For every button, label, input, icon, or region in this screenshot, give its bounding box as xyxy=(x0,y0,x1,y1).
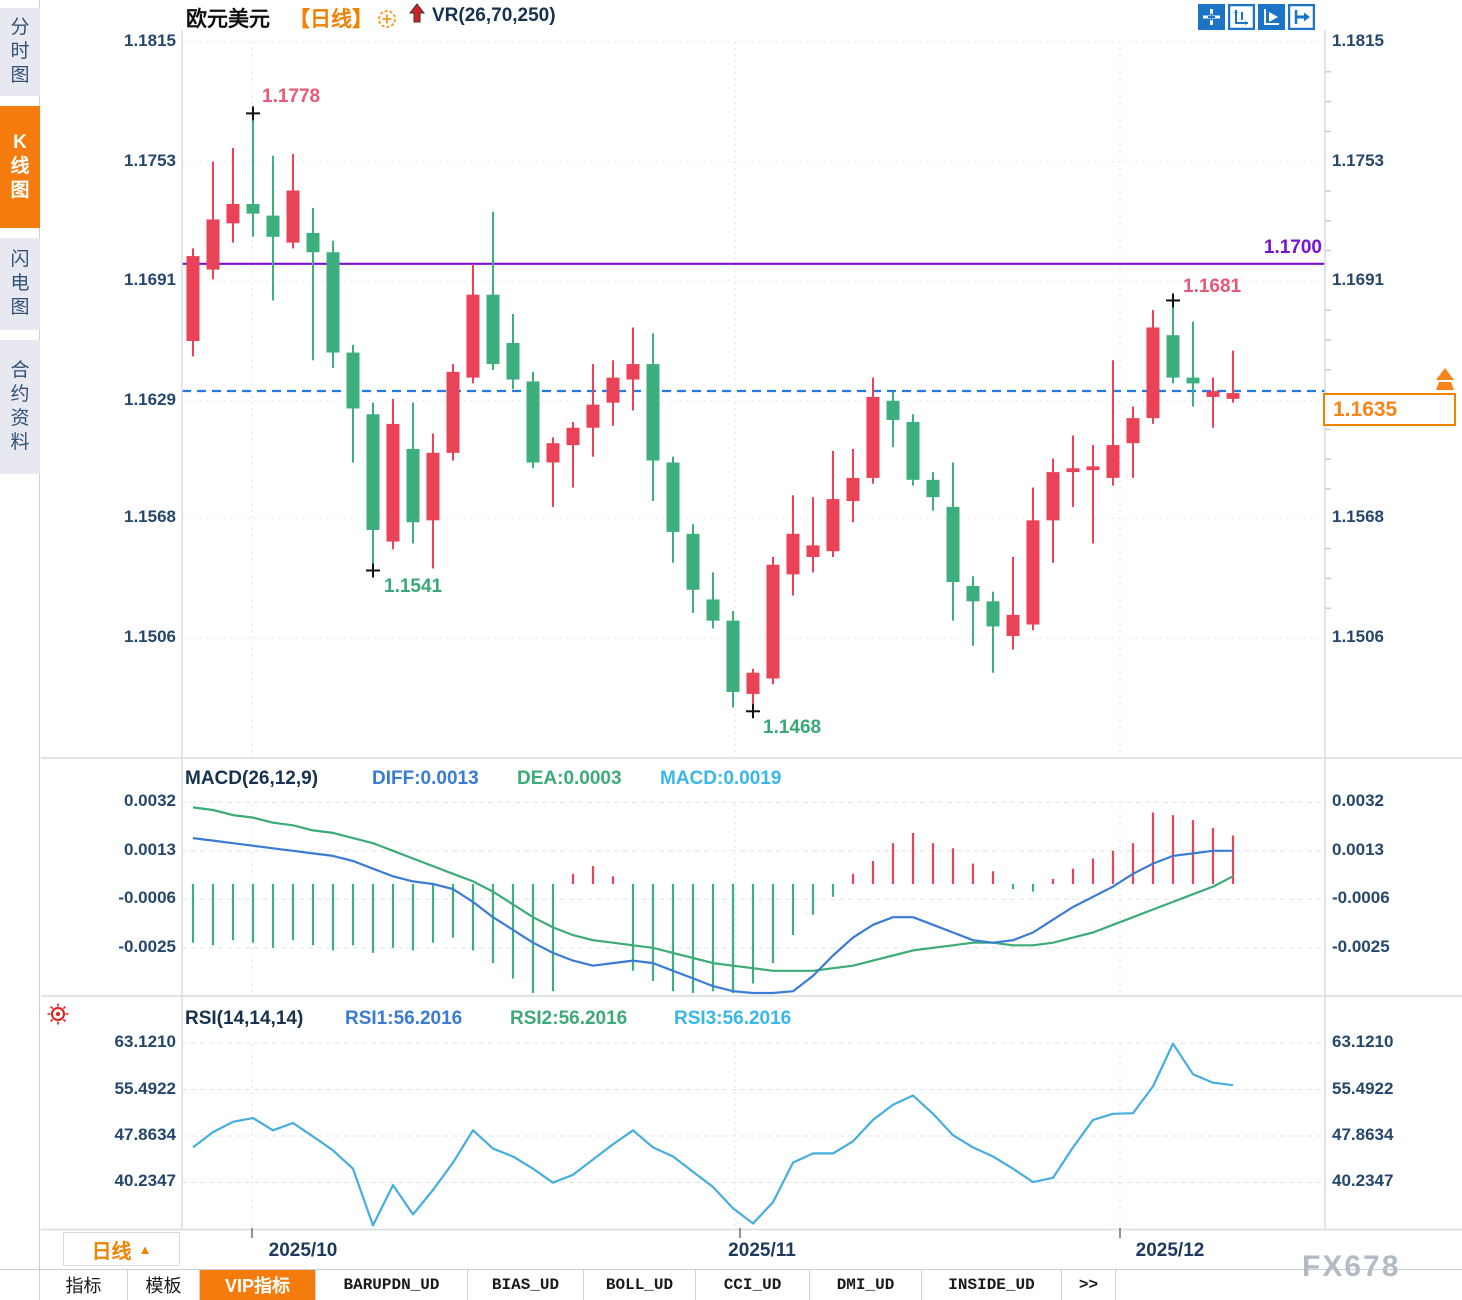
sidebar-item-闪电图[interactable]: 闪电图 xyxy=(0,238,40,330)
macd-title: MACD(26,12,9) xyxy=(185,768,319,789)
jump-latest-icon[interactable] xyxy=(1288,4,1315,30)
macd-axis-label-left: -0.0025 xyxy=(118,936,176,956)
rsi-axis-label-left: 47.8634 xyxy=(114,1124,176,1144)
alert-blink-icon[interactable] xyxy=(47,1003,69,1025)
period-tag: 【日线】 xyxy=(289,8,373,31)
tab-CCI_UD[interactable]: CCI_UD xyxy=(696,1270,810,1300)
sidebar-item-char: 料 xyxy=(10,432,30,453)
x-axis-month-label: 2025/10 xyxy=(268,1240,338,1261)
vr-indicator-label: VR(26,70,250) xyxy=(432,5,556,26)
price-annotation: 1.1681 xyxy=(1183,276,1242,297)
axis-scale-icon[interactable] xyxy=(1228,4,1255,30)
price-axis-label-left: 1.1568 xyxy=(124,507,176,527)
sidebar-item-char: 闪 xyxy=(10,249,30,270)
x-axis-month-label: 2025/12 xyxy=(1135,1240,1205,1261)
rsi3-value: RSI3:56.2016 xyxy=(674,1008,792,1029)
price-axis-label-right: 1.1815 xyxy=(1332,31,1384,50)
buy-signal-arrow-icon xyxy=(408,3,426,23)
tab-BARUPDN_UD[interactable]: BARUPDN_UD xyxy=(316,1270,468,1300)
price-axis-label-right: 1.1568 xyxy=(1332,507,1384,527)
price-axis-label-right: 1.1753 xyxy=(1332,150,1384,170)
tab--[interactable]: 模板 xyxy=(128,1270,200,1300)
bottom-tab-bar: 指标 模板 VIP指标 BARUPDN_UD BIAS_UD BOLL_UD CCI_UD D… xyxy=(0,1269,1462,1300)
price-axis-label-left: 1.1506 xyxy=(124,626,176,646)
tab--[interactable]: 指标 xyxy=(40,1270,128,1300)
sidebar-item-char: 资 xyxy=(10,408,30,429)
macd-axis-label-left: -0.0006 xyxy=(118,888,176,908)
macd-axis-label-left: 0.0013 xyxy=(124,839,176,859)
macd-axis-label-right: 0.0032 xyxy=(1332,791,1384,811)
tab-VIP-[interactable]: VIP指标 xyxy=(200,1270,316,1300)
sidebar-item-char: 约 xyxy=(10,384,30,405)
rsi-axis-label-right: 63.1210 xyxy=(1332,1032,1394,1051)
rsi2-value: RSI2:56.2016 xyxy=(510,1008,628,1029)
sidebar-item-char: 分 xyxy=(10,17,30,38)
macd-value: MACD:0.0019 xyxy=(660,768,782,789)
x-axis-month-label: 2025/11 xyxy=(728,1240,796,1261)
sidebar-item-char: 合 xyxy=(10,360,30,381)
price-up-arrow-icon xyxy=(1436,368,1454,390)
period-up-arrow-icon: ▲ xyxy=(138,1241,152,1257)
rsi-axis-label-right: 47.8634 xyxy=(1332,1124,1394,1144)
sidebar-item-合约资料[interactable]: 合约资料 xyxy=(0,340,40,474)
tab-spacer xyxy=(0,1270,40,1300)
pan-crosshair-icon[interactable] xyxy=(1198,4,1225,30)
symbol-title: 欧元美元 xyxy=(186,8,270,31)
price-annotation: 1.1468 xyxy=(763,717,822,738)
period-selector-label: 日线 xyxy=(91,1240,132,1263)
macd-axis-label-right: -0.0006 xyxy=(1332,888,1390,908)
rsi-axis-label-left: 63.1210 xyxy=(114,1032,176,1051)
sidebar-item-char: 图 xyxy=(10,180,30,201)
rsi-axis-label-left: 55.4922 xyxy=(114,1078,176,1098)
price-axis-label-left: 1.1753 xyxy=(124,150,176,170)
tab-BOLL_UD[interactable]: BOLL_UD xyxy=(584,1270,696,1300)
rsi-axis-label-right: 40.2347 xyxy=(1332,1171,1394,1191)
price-axis-label-left: 1.1691 xyxy=(124,270,176,290)
macd-axis-label-left: 0.0032 xyxy=(124,791,176,811)
period-selector[interactable]: 日线 ▲ xyxy=(63,1232,180,1266)
price-annotation: 1.1778 xyxy=(262,86,321,107)
price-annotation: 1.1541 xyxy=(384,576,443,597)
sidebar-item-char: 电 xyxy=(10,273,30,294)
tab-INSIDE_UD[interactable]: INSIDE_UD xyxy=(922,1270,1062,1300)
last-price-box: 1.1635 xyxy=(1323,393,1456,426)
sidebar-item-char: 图 xyxy=(10,65,30,86)
tab->>[interactable]: >> xyxy=(1062,1270,1116,1300)
macd-diff-value: DIFF:0.0013 xyxy=(372,768,479,789)
auto-scale-icon[interactable] xyxy=(1258,4,1285,30)
rsi-axis-label-left: 40.2347 xyxy=(114,1171,176,1191)
rsi-axis-label-right: 55.4922 xyxy=(1332,1078,1394,1098)
price-axis-label-left: 1.1815 xyxy=(124,31,176,50)
macd-axis-label-right: 0.0013 xyxy=(1332,839,1384,859)
sidebar-item-char: 图 xyxy=(10,297,30,318)
price-axis-label-right: 1.1691 xyxy=(1332,270,1384,290)
add-indicator-icon[interactable] xyxy=(377,9,397,29)
sidebar-item-char: 线 xyxy=(10,156,30,177)
macd-axis-label-right: -0.0025 xyxy=(1332,936,1390,956)
price-axis-label-left: 1.1629 xyxy=(124,389,176,409)
sidebar-item-分时图[interactable]: 分时图 xyxy=(0,8,40,96)
rsi-title: RSI(14,14,14) xyxy=(185,1008,304,1029)
sidebar-item-char: 时 xyxy=(10,41,30,62)
price-axis-label-right: 1.1506 xyxy=(1332,626,1384,646)
sidebar-item-char: K xyxy=(13,132,27,153)
tab-DMI_UD[interactable]: DMI_UD xyxy=(810,1270,922,1300)
resistance-line-label: 1.1700 xyxy=(1263,237,1322,258)
macd-dea-value: DEA:0.0003 xyxy=(517,768,622,789)
rsi1-value: RSI1:56.2016 xyxy=(345,1008,463,1029)
watermark: FX678 xyxy=(1302,1250,1401,1283)
tab-BIAS_UD[interactable]: BIAS_UD xyxy=(468,1270,584,1300)
last-price-value: 1.1635 xyxy=(1333,397,1398,421)
